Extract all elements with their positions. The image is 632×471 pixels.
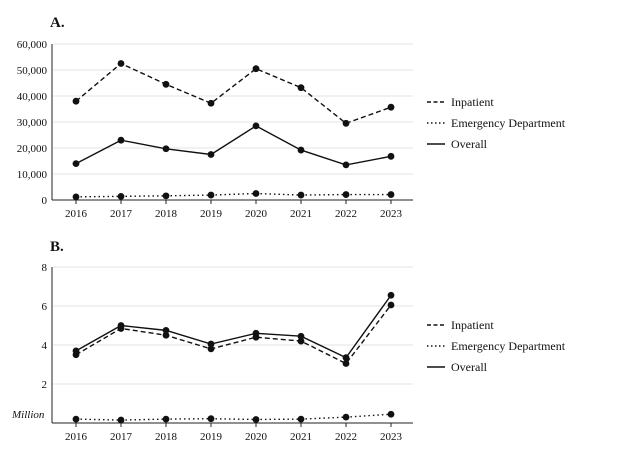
data-point: [342, 119, 350, 127]
y-tick-label: 20,000: [17, 143, 48, 155]
x-tick-label: 2016: [65, 208, 88, 220]
x-tick-label: 2022: [335, 431, 357, 443]
data-point: [252, 122, 260, 130]
data-point: [297, 191, 305, 199]
data-point: [207, 191, 215, 199]
data-point: [162, 80, 170, 88]
data-point: [162, 192, 170, 200]
data-point: [72, 160, 80, 168]
series-line-inpatient: [75, 304, 392, 365]
panel-label: A.: [50, 15, 65, 31]
y-tick-label: 8: [42, 262, 48, 274]
legend-label: Inpatient: [451, 318, 494, 332]
x-tick-label: 2018: [155, 431, 178, 443]
data-point: [207, 345, 215, 353]
data-point: [342, 161, 350, 169]
data-point: [162, 145, 170, 153]
y-tick-label: 6: [42, 301, 48, 313]
x-tick-label: 2021: [290, 208, 312, 220]
series-line-emergency-department: [75, 413, 392, 421]
y-tick-label: 10,000: [17, 169, 48, 181]
data-point: [297, 337, 305, 345]
data-point: [162, 415, 170, 423]
data-point: [207, 99, 215, 107]
data-point: [72, 415, 80, 423]
x-tick-label: 2019: [200, 208, 223, 220]
x-tick-label: 2020: [245, 431, 268, 443]
data-point: [72, 347, 80, 355]
data-point: [162, 331, 170, 339]
data-point: [297, 84, 305, 92]
legend-label: Emergency Department: [451, 339, 566, 353]
data-point: [297, 146, 305, 154]
data-point: [207, 340, 215, 348]
x-tick-label: 2023: [380, 208, 403, 220]
data-point: [207, 151, 215, 158]
x-tick-label: 2019: [200, 431, 223, 443]
series-line-overall: [75, 125, 392, 166]
legend-label: Overall: [451, 360, 488, 374]
data-point: [72, 97, 80, 105]
data-point: [387, 191, 395, 198]
data-point: [252, 190, 260, 197]
legend-label: Inpatient: [451, 95, 494, 109]
data-point: [342, 191, 350, 198]
series-line-emergency-department: [75, 192, 391, 198]
y-tick-label: 30,000: [17, 117, 48, 129]
x-tick-label: 2020: [245, 208, 268, 220]
data-point: [387, 152, 395, 160]
data-point: [342, 354, 350, 362]
x-tick-label: 2017: [110, 431, 133, 443]
y-tick-label: 0: [42, 195, 48, 207]
x-tick-label: 2017: [110, 208, 133, 220]
data-point: [387, 301, 395, 309]
data-point: [117, 416, 125, 424]
data-point: [252, 416, 260, 423]
data-point: [252, 329, 260, 337]
x-tick-label: 2022: [335, 208, 357, 220]
data-point: [162, 326, 170, 334]
data-point: [117, 192, 125, 200]
x-tick-label: 2018: [155, 208, 178, 220]
data-point: [387, 410, 395, 418]
y-unit-label: Million: [11, 409, 45, 421]
data-point: [342, 360, 350, 367]
panel-label: B.: [50, 239, 64, 255]
series-line-inpatient: [75, 62, 392, 125]
data-point: [387, 291, 395, 299]
legend-label: Emergency Department: [451, 116, 566, 130]
data-point: [342, 413, 350, 421]
data-point: [297, 332, 305, 340]
legend-label: Overall: [451, 137, 488, 151]
data-point: [72, 193, 80, 201]
data-point: [207, 415, 215, 423]
x-tick-label: 2016: [65, 431, 88, 443]
y-tick-label: 4: [42, 340, 48, 352]
x-tick-label: 2023: [380, 431, 403, 443]
data-point: [387, 103, 395, 111]
series-line-overall: [75, 294, 392, 359]
y-tick-label: 2: [42, 379, 48, 391]
y-tick-label: 50,000: [17, 65, 48, 77]
data-point: [117, 322, 125, 329]
data-point: [117, 136, 125, 144]
y-tick-label: 40,000: [17, 91, 48, 103]
x-tick-label: 2021: [290, 431, 312, 443]
y-tick-label: 60,000: [17, 39, 48, 51]
data-point: [297, 415, 305, 423]
data-point: [252, 65, 260, 73]
data-point: [117, 60, 125, 67]
